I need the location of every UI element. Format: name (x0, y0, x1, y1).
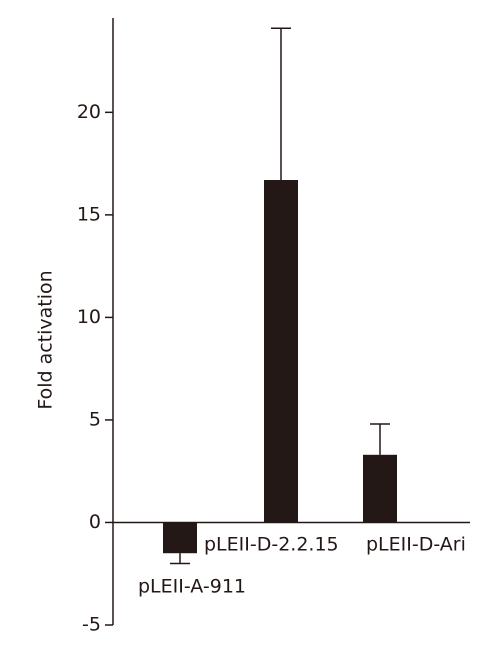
y-tick-label: 0 (89, 511, 101, 533)
y-tick-label: -5 (82, 614, 101, 636)
bar (264, 180, 298, 523)
y-tick-label: 10 (77, 306, 101, 328)
y-tick-label: 20 (77, 101, 101, 123)
bar (363, 454, 397, 523)
y-tick-label: 5 (89, 408, 101, 430)
bar (163, 522, 197, 554)
x-tick-label: pLEII-D-2.2.15 (204, 534, 339, 556)
y-tick-label: 15 (77, 203, 101, 225)
x-tick-label: pLEII-D-Ari (366, 534, 466, 556)
x-tick-label: pLEII-A-911 (138, 576, 246, 598)
y-axis-label: Fold activation (35, 270, 57, 409)
